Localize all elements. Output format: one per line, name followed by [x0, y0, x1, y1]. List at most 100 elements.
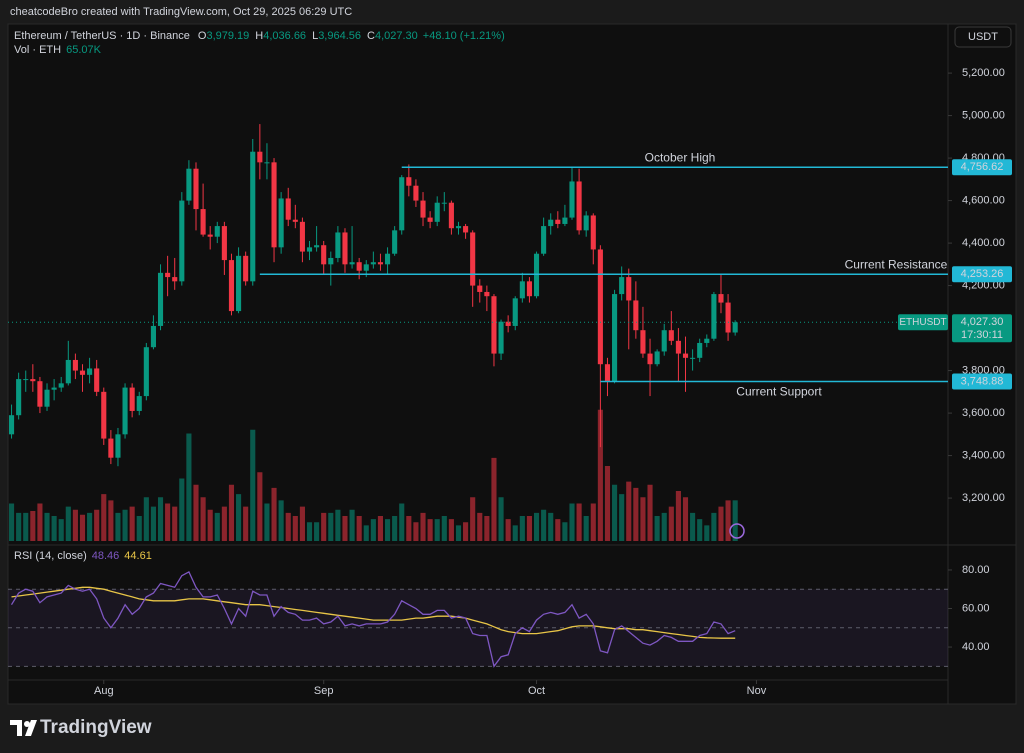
candle-body [682, 353, 689, 358]
volume-bar [335, 509, 341, 541]
candle-body [619, 277, 625, 295]
candle-body [349, 262, 355, 265]
volume-bar [668, 506, 674, 541]
volume-bar [72, 509, 78, 541]
volume-bar [115, 512, 121, 541]
volume-bar [165, 503, 171, 541]
volume-bar [647, 484, 653, 541]
y-tick-label: 4,200.00 [962, 279, 1005, 291]
candle-body [654, 351, 660, 365]
candle-body [505, 321, 511, 326]
volume-bar [214, 512, 220, 541]
candle-body [65, 359, 71, 384]
volume-bar [718, 506, 724, 541]
volume-bar [172, 506, 178, 541]
brand: TradingView [40, 717, 152, 738]
change: +48.10 (+1.21%) [423, 30, 505, 42]
y-tick-label: 3,400.00 [962, 449, 1005, 461]
candle-body [172, 277, 178, 282]
volume-bar [512, 525, 518, 541]
volume-bar [519, 516, 525, 541]
x-tick-label: Sep [314, 685, 334, 697]
candle-body [30, 379, 36, 382]
ohlc-value: 3,964.56 [318, 30, 361, 42]
candle-body [165, 272, 171, 278]
level-tag [952, 373, 1012, 390]
candle-body [179, 200, 185, 282]
candle-body [647, 353, 653, 365]
volume-bar [590, 503, 596, 541]
volume-bar [675, 491, 681, 541]
volume-bar [179, 478, 185, 541]
candle-body [697, 342, 703, 358]
logo-slash [25, 720, 37, 736]
candle-body [434, 202, 440, 222]
candle-body [690, 357, 696, 359]
volume-bar [491, 457, 497, 541]
volume-bar [108, 500, 114, 541]
volume-bar [207, 509, 213, 541]
y-tick-label: 5,200.00 [962, 67, 1005, 79]
currency[interactable]: USDT [968, 31, 998, 43]
candle-body [491, 296, 497, 354]
volume-bar [541, 509, 547, 541]
y-tick-label: 4,600.00 [962, 194, 1005, 206]
volume-bar [94, 509, 100, 541]
volume-bar [16, 512, 22, 541]
volume-bar [143, 497, 149, 541]
logo-dot [24, 721, 30, 727]
volume-bar [484, 516, 490, 541]
candle-body [94, 368, 100, 392]
ohlc-name: H [255, 30, 263, 42]
candle-body [143, 347, 149, 397]
candle-body [612, 294, 618, 382]
candle-body [306, 247, 313, 252]
volume-bar [65, 506, 71, 541]
ohlc-value: 4,036.66 [263, 30, 306, 42]
candle-body [633, 300, 639, 331]
candle-body [79, 370, 86, 375]
level-tag [952, 159, 1012, 176]
candle-body [413, 185, 419, 201]
volume-bar [257, 472, 263, 541]
candle-body [363, 264, 369, 271]
volume-bar [150, 506, 156, 541]
candle-body [157, 272, 164, 326]
volume-bar [250, 429, 256, 541]
candle-body [193, 168, 199, 210]
candle-body [8, 415, 15, 435]
volume-bar [654, 516, 660, 541]
x-tick-label: Oct [528, 685, 545, 697]
alert-icon [729, 523, 745, 539]
candle-body [51, 387, 57, 390]
volume-bar [101, 494, 107, 541]
volume-bar [626, 481, 632, 541]
candle-body [221, 226, 227, 261]
volume-bar [434, 519, 440, 541]
rsi-name: RSI (14, close) [14, 550, 87, 562]
volume-bar [732, 500, 738, 541]
candle-body [569, 181, 575, 218]
candle-body [384, 253, 391, 265]
candle-body [299, 221, 305, 252]
candle-body [583, 215, 589, 231]
candle-body [661, 330, 667, 352]
rsi-band-fill [8, 589, 948, 667]
volume-bar [51, 516, 57, 541]
volume-bar [569, 503, 575, 541]
candle-body [484, 291, 490, 297]
candle-body [548, 219, 554, 227]
rsi-value: 48.46 [92, 550, 120, 562]
candle-body [604, 364, 611, 382]
candle-body [392, 230, 398, 254]
candle-body [136, 396, 142, 411]
candle-body [250, 151, 256, 282]
volume-bar [441, 516, 447, 541]
volume-bar [264, 503, 270, 541]
volume-value: 65.07K [66, 44, 102, 56]
volume-bar [356, 516, 362, 541]
volume-name: Vol · ETH [14, 44, 61, 56]
currency-button[interactable] [954, 26, 1012, 48]
symbol-tag-label: ETHUSDT [899, 317, 946, 328]
candle-body [58, 383, 64, 388]
